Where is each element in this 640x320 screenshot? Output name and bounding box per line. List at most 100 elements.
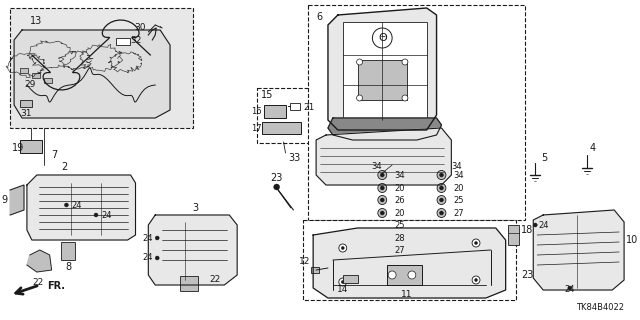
Bar: [303, 220, 515, 300]
Text: 6: 6: [316, 12, 323, 22]
Text: 11: 11: [401, 290, 413, 299]
Text: 16: 16: [252, 107, 262, 116]
Text: 22: 22: [32, 278, 43, 287]
Text: 34: 34: [453, 171, 464, 180]
Text: 34: 34: [372, 162, 382, 171]
Bar: [311, 267, 319, 273]
Text: 34: 34: [394, 171, 404, 180]
Circle shape: [339, 244, 347, 252]
Text: 20: 20: [394, 209, 404, 218]
Bar: [10, 8, 193, 128]
Text: 17: 17: [252, 124, 262, 133]
Circle shape: [474, 242, 477, 244]
Text: 20: 20: [394, 183, 404, 193]
Text: 26: 26: [394, 196, 404, 204]
Text: 5: 5: [541, 153, 547, 163]
Text: 31: 31: [20, 109, 31, 118]
Circle shape: [378, 183, 387, 193]
Text: 21: 21: [303, 102, 315, 111]
Text: 3: 3: [193, 203, 199, 213]
Bar: [20, 100, 32, 107]
Polygon shape: [313, 228, 506, 298]
Circle shape: [156, 236, 159, 240]
Text: 22: 22: [209, 276, 221, 284]
Text: 15: 15: [261, 90, 273, 100]
Bar: [264, 105, 285, 118]
Circle shape: [378, 171, 387, 180]
Bar: [44, 78, 52, 83]
Bar: [508, 225, 520, 245]
Circle shape: [380, 223, 384, 227]
Text: 32: 32: [131, 36, 142, 44]
Circle shape: [378, 234, 387, 243]
Text: 8: 8: [65, 262, 72, 272]
Circle shape: [440, 173, 444, 177]
Circle shape: [472, 276, 480, 284]
Text: 19: 19: [12, 143, 24, 153]
Polygon shape: [148, 215, 237, 285]
Bar: [308, 5, 525, 220]
Bar: [61, 242, 76, 260]
Text: 14: 14: [337, 285, 348, 294]
Text: Θ: Θ: [378, 33, 387, 43]
Circle shape: [341, 281, 344, 284]
Bar: [20, 68, 28, 73]
Circle shape: [388, 271, 396, 279]
Text: 27: 27: [453, 209, 464, 218]
Circle shape: [372, 28, 392, 48]
Circle shape: [339, 278, 347, 286]
Circle shape: [568, 286, 572, 290]
Circle shape: [380, 173, 384, 177]
Text: 28: 28: [394, 234, 404, 243]
Text: 24: 24: [101, 211, 111, 220]
Circle shape: [437, 171, 446, 180]
Circle shape: [472, 239, 480, 247]
Bar: [257, 88, 321, 143]
Text: 24: 24: [538, 220, 548, 229]
Text: 4: 4: [589, 143, 596, 153]
Text: 23: 23: [522, 270, 534, 280]
Text: 7: 7: [52, 150, 58, 160]
Circle shape: [440, 211, 444, 215]
Circle shape: [65, 203, 68, 207]
Polygon shape: [328, 118, 442, 140]
Text: 24: 24: [564, 285, 575, 294]
Circle shape: [380, 211, 384, 215]
Text: 12: 12: [299, 257, 310, 266]
Circle shape: [402, 59, 408, 65]
Polygon shape: [10, 185, 24, 215]
Polygon shape: [14, 30, 170, 118]
Polygon shape: [316, 128, 451, 185]
Circle shape: [274, 184, 280, 190]
Circle shape: [533, 223, 537, 227]
Bar: [358, 60, 407, 100]
Text: TK84B4022: TK84B4022: [576, 303, 624, 312]
Text: 25: 25: [453, 196, 464, 204]
Bar: [116, 38, 129, 45]
Circle shape: [341, 246, 344, 250]
Circle shape: [378, 245, 387, 254]
Text: 18: 18: [522, 225, 534, 235]
Circle shape: [380, 186, 384, 190]
Circle shape: [378, 220, 387, 229]
Circle shape: [94, 213, 98, 217]
Polygon shape: [27, 175, 136, 240]
Circle shape: [437, 183, 446, 193]
Polygon shape: [533, 210, 624, 290]
Circle shape: [380, 198, 384, 202]
Circle shape: [437, 196, 446, 204]
Text: 2: 2: [61, 162, 68, 172]
Text: 10: 10: [626, 235, 638, 245]
Polygon shape: [328, 8, 436, 130]
Polygon shape: [27, 250, 52, 272]
Text: 23: 23: [271, 173, 283, 183]
Circle shape: [356, 59, 362, 65]
Text: 30: 30: [134, 22, 145, 31]
Circle shape: [437, 209, 446, 218]
Circle shape: [402, 95, 408, 101]
Bar: [180, 276, 198, 291]
Bar: [387, 265, 422, 285]
Circle shape: [378, 209, 387, 218]
Text: 9: 9: [1, 195, 7, 205]
Circle shape: [380, 236, 384, 240]
